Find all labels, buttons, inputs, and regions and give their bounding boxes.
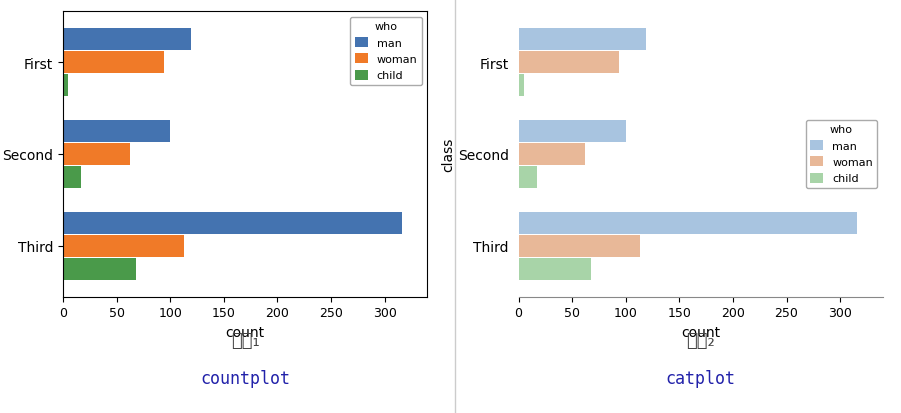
X-axis label: count: count [681,325,720,339]
Bar [63,121,170,142]
Bar [519,121,626,142]
Bar [63,75,68,96]
Legend: man, woman, child: man, woman, child [350,18,422,85]
Bar [519,236,640,257]
Bar [63,236,184,257]
Y-axis label: class: class [441,138,455,172]
Bar [63,259,136,280]
Bar [519,213,857,234]
Bar [519,259,591,280]
Bar [519,29,646,50]
X-axis label: count: count [226,325,265,339]
Bar [519,167,537,188]
Bar [63,144,130,165]
Bar [63,213,402,234]
Text: 코드₂: 코드₂ [687,331,715,349]
Bar [63,52,164,74]
Text: 코드₁: 코드₁ [231,331,259,349]
Bar [519,52,619,74]
Text: catplot: catplot [666,369,736,387]
Bar [519,75,524,96]
Text: countplot: countplot [200,369,290,387]
Bar [63,29,191,50]
Bar [519,144,585,165]
Legend: man, woman, child: man, woman, child [805,121,878,188]
Bar [63,167,81,188]
